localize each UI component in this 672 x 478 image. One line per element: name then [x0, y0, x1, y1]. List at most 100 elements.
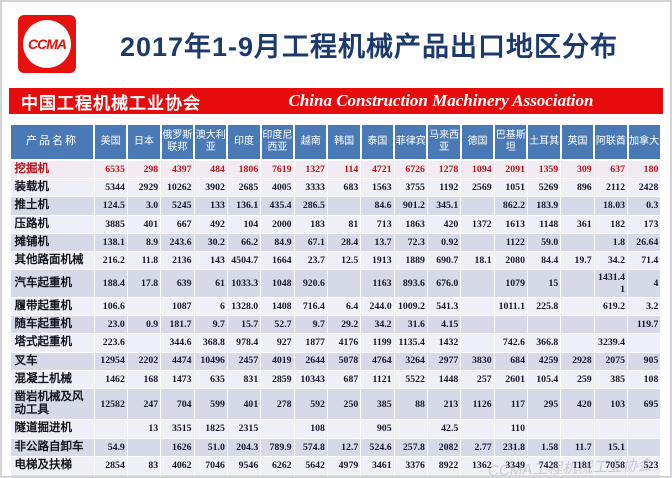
value-cell: 110	[493, 419, 528, 439]
value-cell: 3757	[526, 474, 562, 476]
value-cell	[326, 196, 362, 216]
value-cell: 420	[426, 214, 462, 234]
value-cell: 862.2	[493, 196, 528, 216]
value-cell: 2000	[260, 214, 295, 234]
value-cell: 1432	[426, 333, 462, 353]
value-cell: 11040	[260, 474, 295, 476]
value-cell: 1094	[460, 159, 495, 180]
value-cell: 23.0	[93, 315, 128, 335]
value-cell: 896	[560, 178, 595, 198]
value-cell: 1278	[426, 159, 462, 180]
value-cell: 1362	[460, 455, 495, 476]
value-cell	[326, 269, 362, 298]
value-cell	[526, 419, 562, 439]
value-cell: 385	[360, 387, 395, 421]
value-cell: 2428	[626, 178, 662, 198]
table-header-row: 产品名称 美国 日本 俄罗斯联邦 澳大利亚 印度 印度尼西亚 越南 韩国 泰国 菲律宾 马来西亚 德国巴…	[9, 123, 662, 161]
value-cell: 385	[593, 369, 629, 389]
value-cell: 6262	[260, 455, 295, 476]
value-cell: 42.5	[426, 419, 462, 439]
value-cell	[560, 419, 595, 439]
value-cell: 2644	[293, 351, 328, 371]
product-name-cell: 推土机	[9, 196, 95, 216]
ccma-logo-text: CCMA	[28, 36, 67, 52]
value-cell: 2075	[593, 351, 629, 371]
value-cell: 1126	[460, 387, 495, 421]
value-cell	[560, 333, 595, 353]
value-cell: 8.9	[126, 232, 162, 253]
value-cell: 183.9	[526, 196, 562, 216]
value-cell: 789.9	[260, 437, 295, 457]
table-row: 隧道掘进机 13 3515 1825 2315 108 905 42.5 110	[9, 419, 662, 439]
value-cell: 1913	[360, 251, 395, 271]
value-cell: 1613	[493, 214, 528, 234]
value-cell: 8922	[426, 455, 462, 476]
value-cell	[260, 419, 295, 439]
value-cell: 61	[193, 269, 228, 298]
value-cell: 1328.0	[226, 296, 262, 317]
value-cell: 5522	[393, 369, 428, 389]
value-cell: 1626	[160, 437, 195, 457]
value-cell	[460, 419, 495, 439]
value-cell: 1448	[426, 369, 462, 389]
value-cell: 905	[360, 419, 395, 439]
value-cell: 2685	[226, 178, 262, 198]
value-cell: 83	[126, 455, 162, 476]
value-cell	[560, 296, 595, 317]
value-cell	[460, 232, 495, 253]
value-cell: 1563	[360, 178, 395, 198]
value-cell: 2.77	[460, 437, 495, 457]
value-cell	[93, 419, 128, 439]
value-cell	[560, 196, 595, 216]
value-cell: 716.4	[293, 296, 328, 317]
column-header-country: 俄罗斯联邦	[159, 123, 196, 161]
column-header-country: 加拿大	[626, 123, 662, 161]
value-cell: 81	[326, 214, 362, 234]
value-cell: 2315	[226, 419, 262, 439]
product-name-cell: 电梯及扶梯	[9, 455, 95, 476]
value-cell: 4233	[493, 474, 528, 476]
value-cell: 3830	[460, 351, 495, 371]
value-cell: 0.3	[626, 196, 662, 216]
value-cell: 247	[126, 387, 162, 421]
column-header-country: 韩国	[326, 123, 362, 161]
column-header-country: 印度	[226, 123, 262, 161]
value-cell: 4474	[160, 351, 195, 371]
value-cell: 1359	[526, 159, 562, 180]
value-cell: 12.7	[326, 437, 362, 457]
value-cell: 216.2	[93, 251, 128, 271]
value-cell: 3515	[160, 419, 195, 439]
value-cell: 34.2	[593, 251, 629, 271]
value-cell: 592	[293, 387, 328, 421]
value-cell: 345.1	[426, 196, 462, 216]
value-cell: 19502	[226, 474, 262, 476]
value-cell: 3.0	[126, 196, 162, 216]
value-cell	[460, 333, 495, 353]
value-cell: 11.8	[126, 251, 162, 271]
value-cell	[626, 419, 662, 439]
value-cell: 4.15	[426, 315, 462, 335]
value-cell: 1087	[160, 296, 195, 317]
value-cell: 344.6	[160, 333, 195, 353]
value-cell: 1806	[226, 159, 262, 180]
association-banner: 中国工程机械工业协会 China Construction Machinery …	[9, 88, 663, 114]
product-name-cell: 叉车	[9, 351, 95, 371]
value-cell: 4538	[593, 474, 629, 476]
value-cell: 2082	[426, 437, 462, 457]
value-cell: 1825	[193, 419, 228, 439]
value-cell: 13.7	[360, 232, 395, 253]
value-cell: 13	[126, 419, 162, 439]
value-cell: 30.2	[193, 232, 228, 253]
value-cell: 2928	[560, 351, 595, 371]
product-name-cell: 零部件	[9, 474, 95, 476]
value-cell: 4005	[260, 178, 295, 198]
value-cell: 435.4	[260, 196, 295, 216]
value-cell: 2202	[126, 351, 162, 371]
value-cell: 1664	[260, 251, 295, 271]
value-cell: 12954	[93, 351, 128, 371]
value-cell: 3902	[193, 178, 228, 198]
value-cell: 3.2	[626, 296, 662, 317]
value-cell: 173	[626, 214, 662, 234]
value-cell: 667	[160, 214, 195, 234]
value-cell: 3549	[393, 474, 428, 476]
